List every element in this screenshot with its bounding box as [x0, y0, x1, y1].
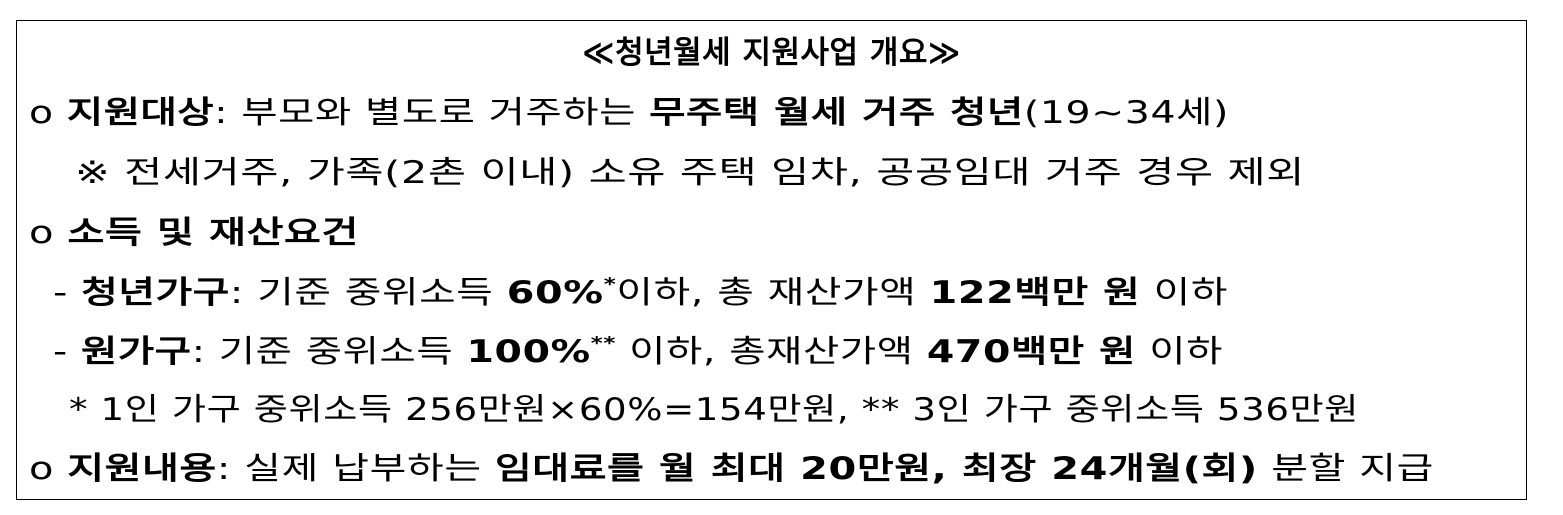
bold-text: 청년가구 [81, 275, 230, 311]
document-title: ≪청년월세 지원사업 개요≫ [582, 35, 961, 71]
bold-text: 122백만 원 [929, 275, 1141, 311]
text-segment: 이하 [1140, 275, 1228, 311]
bold-text: 지원내용 [67, 451, 217, 487]
text-segment: (19~34세) [1023, 95, 1229, 131]
bold-text: 무주택 월세 거주 청년 [649, 95, 1024, 131]
bullet: o [29, 215, 68, 251]
bold-text: 지원대상 [66, 95, 215, 131]
bullet: o [29, 95, 67, 131]
text-segment: : 부모와 별도로 거주하는 [214, 95, 650, 131]
line-original-household: - 원가구: 기준 중위소득 100%** 이하, 총재산가액 470백만 원 … [53, 332, 1223, 372]
bold-text: ** [590, 333, 616, 354]
line-exclusion-note: ※ 전세거주, 가족(2촌 이내) 소유 주택 임차, 공공임대 거주 경우 제… [75, 153, 1305, 193]
line-support-target: o 지원대상: 부모와 별도로 거주하는 무주택 월세 거주 청년(19~34세… [29, 93, 1229, 133]
text-segment: 이하 [1136, 334, 1223, 370]
bold-text: 470백만 원 [926, 334, 1137, 370]
bullet: - [53, 334, 82, 370]
text-segment: : 실제 납부하는 [216, 451, 496, 487]
bold-text: 임대료를 월 최대 20만원, 최장 24개월(회) [495, 451, 1258, 487]
text-segment: : 기준 중위소득 [191, 334, 467, 370]
line-support-content: o 지원내용: 실제 납부하는 임대료를 월 최대 20만원, 최장 24개월(… [29, 449, 1434, 489]
bullet: - [53, 275, 82, 311]
line-youth-household: - 청년가구: 기준 중위소득 60%*이하, 총 재산가액 122백만 원 이… [53, 273, 1228, 313]
text-segment: * 1인 가구 중위소득 256만원×60%=154만원, ** 3인 가구 중… [69, 392, 1359, 428]
bold-text: 60% [506, 275, 604, 311]
text-segment: 분할 지급 [1257, 451, 1434, 487]
text-segment: : 기준 중위소득 [229, 275, 507, 311]
overview-box: ≪청년월세 지원사업 개요≫ o 지원대상: 부모와 별도로 거주하는 무주택 … [16, 20, 1527, 500]
bold-text: 100% [466, 334, 591, 370]
bold-text: 원가구 [81, 334, 192, 370]
bold-text: * [603, 274, 617, 295]
bold-text: 소득 및 재산요건 [67, 215, 359, 251]
line-footnote: * 1인 가구 중위소득 256만원×60%=154만원, ** 3인 가구 중… [69, 390, 1359, 430]
bullet: o [29, 451, 68, 487]
line-income-asset-header: o 소득 및 재산요건 [29, 213, 359, 253]
text-segment: 이하, 총재산가액 [615, 334, 927, 370]
text-segment: ※ 전세거주, 가족(2촌 이내) 소유 주택 임차, 공공임대 거주 경우 제… [75, 155, 1305, 191]
text-segment: 이하, 총 재산가액 [616, 275, 930, 311]
